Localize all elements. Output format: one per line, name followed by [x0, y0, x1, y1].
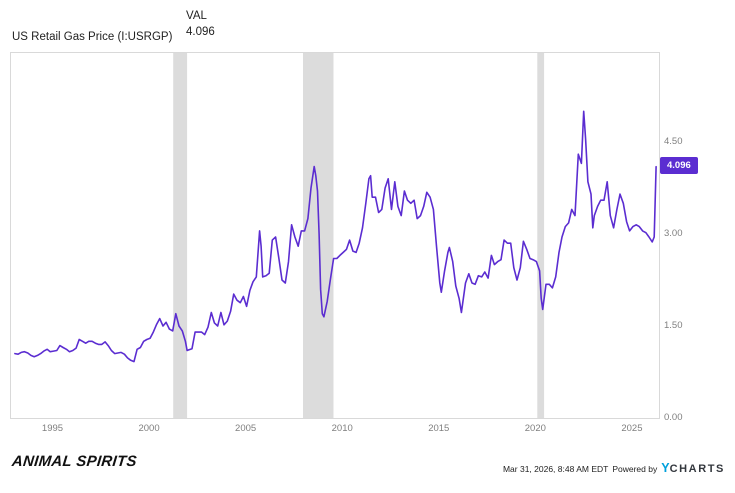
- recession-band: [537, 53, 545, 418]
- legend-series-label: VAL: [186, 10, 207, 22]
- x-axis-label: 2005: [235, 423, 257, 434]
- ycharts-logo[interactable]: Y CHARTS: [661, 461, 725, 475]
- powered-by-label: Powered by: [612, 464, 658, 474]
- y-axis-label: 4.50: [664, 135, 683, 147]
- x-axis-label: 1995: [41, 423, 64, 434]
- ycharts-y-icon: Y: [661, 461, 670, 475]
- recession-band: [173, 53, 188, 418]
- x-axis-label: 2020: [524, 423, 546, 434]
- ycharts-wordmark: CHARTS: [669, 463, 725, 475]
- x-axis-label: 2000: [138, 423, 160, 434]
- price-line-chart: [14, 53, 657, 418]
- y-axis-label: 3.00: [664, 227, 683, 239]
- x-axis-label: 2010: [331, 423, 353, 434]
- animal-spirits-logo: ANIMAL SPIRITS: [11, 453, 138, 470]
- plot-area: [10, 52, 660, 419]
- attribution: Mar 31, 2026, 8:48 AM EDT Powered by Y C…: [503, 461, 725, 475]
- chart-title: US Retail Gas Price (I:USRGP): [12, 31, 173, 43]
- last-value-badge: 4.096: [660, 156, 698, 174]
- legend-series-value: 4.096: [186, 26, 215, 38]
- y-axis-label: 1.50: [664, 319, 683, 331]
- price-line: [14, 110, 657, 363]
- recession-band: [303, 53, 334, 418]
- x-axis-label: 2025: [621, 423, 643, 434]
- timestamp: Mar 31, 2026, 8:48 AM EDT: [502, 464, 609, 474]
- y-axis-label: 0.00: [664, 412, 683, 423]
- x-axis-label: 2015: [428, 423, 450, 434]
- legend: VAL 4.096: [186, 8, 215, 40]
